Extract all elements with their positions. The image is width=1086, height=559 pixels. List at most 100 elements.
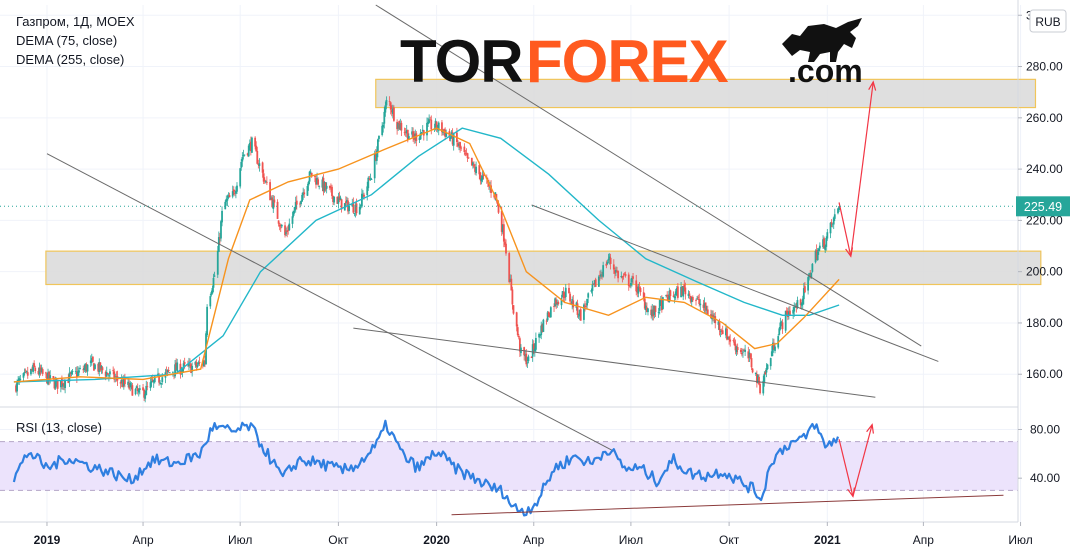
price-tick-label: 220.00 xyxy=(1026,213,1063,227)
candle-body xyxy=(665,295,668,296)
candle-body xyxy=(436,129,439,131)
candle-body xyxy=(47,372,49,385)
candle-body xyxy=(183,362,186,364)
candle-body xyxy=(48,371,51,380)
candle-body xyxy=(615,270,617,273)
candle-body xyxy=(22,373,25,378)
candle-body xyxy=(150,380,153,383)
candle-body xyxy=(316,178,318,185)
rsi-forecast-arrow-2-head xyxy=(866,423,874,434)
candle-body xyxy=(374,153,377,161)
candle-body xyxy=(280,224,283,227)
time-tick-label: Июл xyxy=(619,533,643,547)
candle-body xyxy=(251,137,253,153)
candle-body xyxy=(585,306,587,307)
candle-body xyxy=(333,196,336,203)
candle-body xyxy=(351,203,354,207)
candle-body xyxy=(391,108,394,114)
candle-body xyxy=(784,310,787,331)
candle-body xyxy=(774,346,776,351)
candle-body xyxy=(496,201,499,204)
candle-body xyxy=(84,364,87,370)
candle-body xyxy=(195,362,198,367)
candle-body xyxy=(818,245,821,249)
candle-body xyxy=(510,278,513,291)
price-zone-1 xyxy=(375,78,1037,109)
candle-body xyxy=(122,378,125,386)
candle-body xyxy=(631,277,633,283)
candle-body xyxy=(198,362,201,363)
candle-body xyxy=(405,129,408,134)
candle-body xyxy=(368,179,371,180)
candle-body xyxy=(808,273,811,278)
candle-body xyxy=(795,307,798,308)
candle-body xyxy=(785,310,788,313)
candle-body xyxy=(91,356,94,362)
candle-body xyxy=(597,276,600,287)
candle-body xyxy=(264,181,267,183)
candle-body xyxy=(279,227,282,229)
candle-body xyxy=(26,372,29,376)
candle-body xyxy=(191,365,194,372)
candle-body xyxy=(778,328,781,335)
candle-body xyxy=(560,298,563,306)
candle-body xyxy=(755,374,758,384)
candle-body xyxy=(564,287,567,298)
candle-body xyxy=(324,182,327,190)
candle-body xyxy=(517,335,520,338)
candle-body xyxy=(189,362,191,364)
candle-body xyxy=(481,175,484,180)
candle-body xyxy=(822,239,824,248)
candle-body xyxy=(465,153,468,155)
candle-body xyxy=(764,372,767,375)
candle-body xyxy=(695,300,697,301)
candle-body xyxy=(120,379,123,383)
candle-body xyxy=(197,362,200,365)
candle-body xyxy=(702,304,705,308)
candle-body xyxy=(500,210,503,232)
candle-body xyxy=(545,320,548,322)
candle-body xyxy=(299,203,301,205)
time-tick-label: 2020 xyxy=(423,533,450,547)
candle-body xyxy=(406,129,409,140)
rsi-tick-label: 40.00 xyxy=(1030,471,1060,485)
candle-body xyxy=(115,375,118,377)
candle-body xyxy=(201,362,204,365)
time-tick-label: Окт xyxy=(328,533,349,547)
candle-body xyxy=(300,200,302,205)
candle-body xyxy=(236,185,238,192)
candle-body xyxy=(224,201,227,210)
candle-body xyxy=(494,192,497,196)
currency-button[interactable]: RUB xyxy=(1029,9,1067,33)
candle-body xyxy=(310,172,313,177)
candle-body xyxy=(616,270,618,272)
rsi-tick-label: 80.00 xyxy=(1030,422,1060,436)
candle-body xyxy=(225,198,228,202)
candle-body xyxy=(56,379,59,389)
candle-body xyxy=(176,362,179,372)
candle-body xyxy=(435,121,438,130)
candle-body xyxy=(608,256,611,260)
candle-body xyxy=(451,132,454,145)
candle-body xyxy=(106,372,109,375)
candle-body xyxy=(474,167,476,172)
candle-body xyxy=(624,274,627,276)
candle-body xyxy=(511,289,514,305)
candle-body xyxy=(217,237,220,252)
candle-body xyxy=(734,343,737,351)
candle-body xyxy=(161,377,164,382)
candle-body xyxy=(704,302,707,311)
candle-body xyxy=(389,102,392,110)
candle-body xyxy=(515,312,518,327)
candle-body xyxy=(654,305,657,312)
candle-body xyxy=(720,330,723,332)
candle-body xyxy=(762,380,765,394)
candle-body xyxy=(673,296,676,299)
candle-body xyxy=(502,224,505,242)
candle-body xyxy=(696,298,698,300)
candle-body xyxy=(248,142,251,147)
candle-body xyxy=(119,382,122,384)
candle-body xyxy=(427,121,429,125)
candle-body xyxy=(807,277,810,291)
